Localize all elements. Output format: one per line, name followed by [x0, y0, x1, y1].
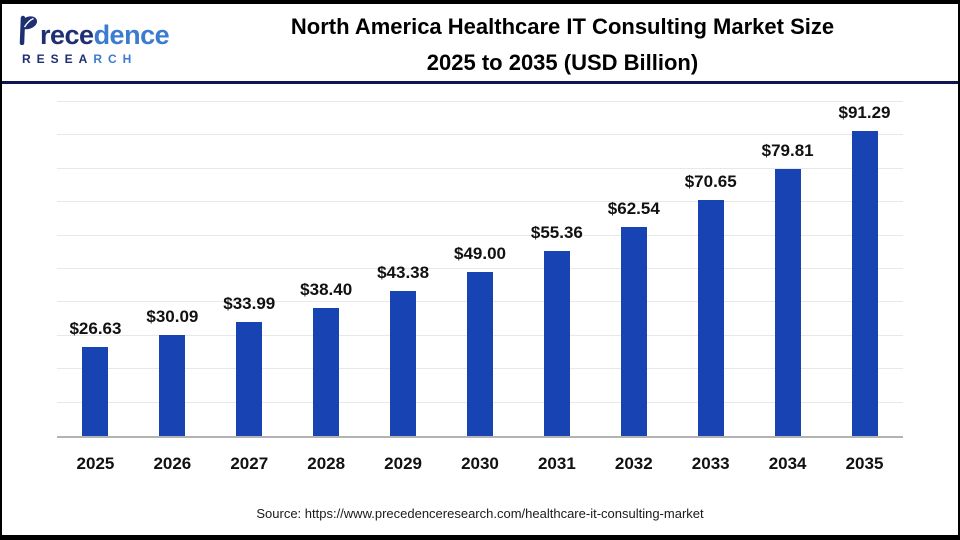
bar-2029: [390, 291, 417, 436]
x-tick-label: 2025: [76, 454, 115, 473]
x-tick-label: 2027: [230, 454, 269, 473]
bar-value-label: $30.09: [146, 307, 199, 326]
x-axis-labels: 2025 2026 2027 2028 2029 2030 2031 2032 2033 2034…: [57, 454, 903, 474]
brand-logo: rece dence RESEARCH: [2, 4, 197, 81]
title-line-2: 2025 to 2035 (USD Billion): [426, 50, 699, 75]
bar-2035: [851, 131, 878, 436]
bar-group-2032: $62.54: [595, 97, 672, 436]
bar-group-2026: $30.09: [134, 97, 211, 436]
bar-value-label: $43.38: [377, 263, 430, 282]
y-gridline: [57, 168, 903, 169]
bar-value-label: $55.36: [530, 223, 583, 242]
page-title: North America Healthcare IT Consulting M…: [197, 4, 958, 81]
brand-name-light: dence: [93, 20, 170, 50]
chart-area: $26.63 $30.09 $33.99 $38.40 $43.38 $49.00 $55.…: [2, 84, 958, 532]
source-text: Source: https://www.precedenceresearch.c…: [256, 506, 704, 521]
bar-2031: [543, 251, 570, 436]
bar-value-label: $33.99: [223, 294, 276, 313]
title-line-1: North America Healthcare IT Consulting M…: [290, 14, 835, 39]
y-gridline: [57, 235, 903, 236]
y-gridline: [57, 134, 903, 135]
bar-group-2028: $38.40: [288, 97, 365, 436]
x-tick-label: 2029: [384, 454, 422, 473]
bar-value-label: $62.54: [607, 199, 660, 218]
brand-name-dark: rece: [40, 20, 94, 50]
x-tick-label: 2035: [845, 454, 884, 473]
x-tick-label: 2026: [153, 454, 192, 473]
y-gridline: [57, 268, 903, 269]
x-tick-label: 2028: [307, 454, 346, 473]
x-tick-label: 2030: [461, 454, 499, 473]
leaf-p-icon: [18, 14, 39, 49]
y-gridline: [57, 101, 903, 102]
brand-subtitle-dark: RESEA: [22, 52, 94, 66]
bar-group-2035: $91.29: [826, 97, 903, 436]
bar-group-2027: $33.99: [211, 97, 288, 436]
bar-value-label: $38.40: [300, 280, 353, 299]
brand-subtitle: RESEARCH: [18, 52, 197, 66]
bar-2030: [466, 272, 493, 436]
x-tick-label: 2033: [691, 454, 730, 473]
bar-group-2034: $79.81: [749, 97, 826, 436]
plot-area: $26.63 $30.09 $33.99 $38.40 $43.38 $49.00 $55.…: [57, 97, 903, 438]
brand-wordmark: rece dence: [18, 14, 197, 49]
bar-2028: [313, 308, 340, 436]
bar-2033: [697, 200, 724, 436]
bar-2034: [774, 169, 801, 436]
x-tick-label: 2031: [537, 454, 576, 473]
bars-container: $26.63 $30.09 $33.99 $38.40 $43.38 $49.00 $55.…: [57, 97, 903, 436]
bar-group-2030: $49.00: [442, 97, 519, 436]
bar-2026: [159, 335, 186, 436]
bar-group-2033: $70.65: [672, 97, 749, 436]
bar-group-2025: $26.63: [57, 97, 134, 436]
bar-value-label: $79.81: [761, 141, 814, 160]
header: rece dence RESEARCH North America Healthc…: [2, 4, 958, 84]
bar-2025: [82, 347, 109, 436]
x-tick-label: 2032: [614, 454, 653, 473]
bar-group-2029: $43.38: [365, 97, 442, 436]
bar-value-label: $91.29: [838, 103, 891, 122]
y-gridline: [57, 201, 903, 202]
bar-2027: [236, 322, 263, 436]
bar-value-label: $70.65: [684, 172, 737, 191]
brand-subtitle-light: RCH: [93, 52, 138, 66]
bar-group-2031: $55.36: [518, 97, 595, 436]
x-tick-label: 2034: [768, 454, 807, 473]
bar-value-label: $26.63: [69, 319, 122, 338]
bar-2032: [620, 227, 647, 436]
bar-value-label: $49.00: [453, 244, 506, 263]
